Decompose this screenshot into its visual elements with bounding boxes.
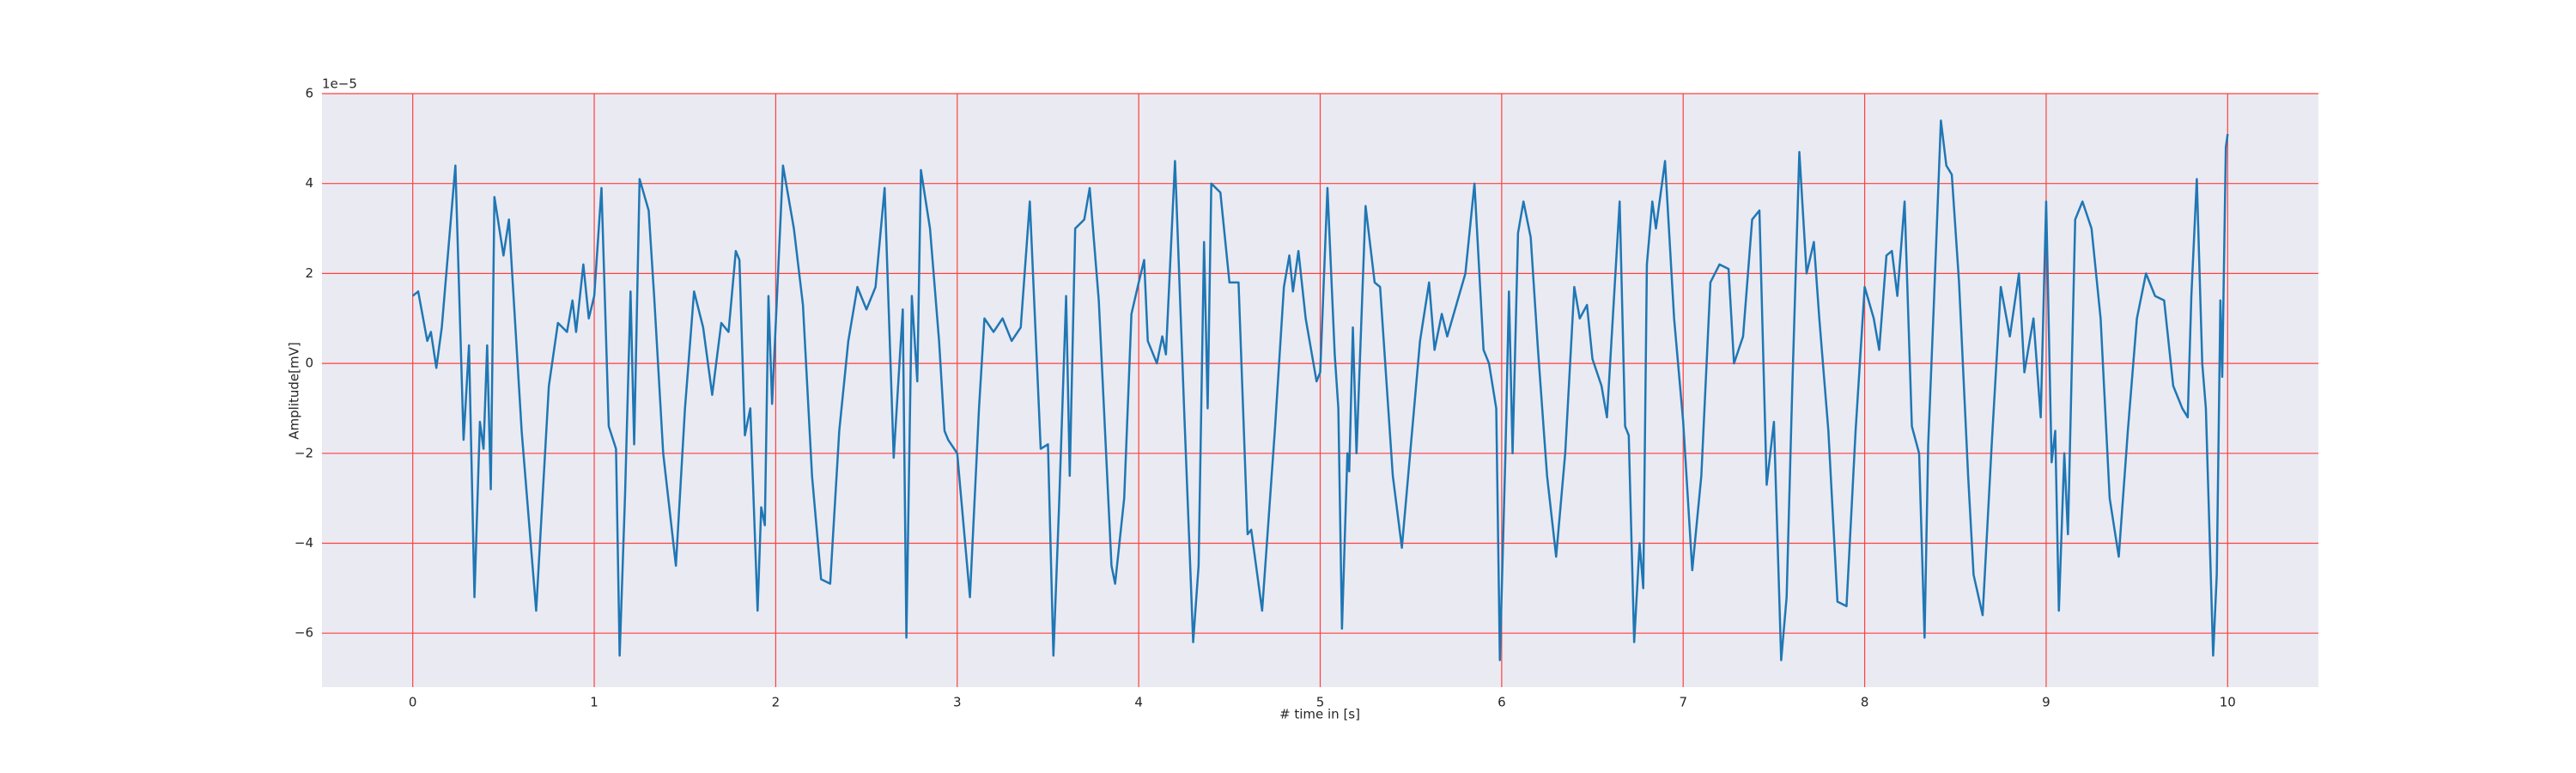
- y-tick-label: 4: [305, 175, 313, 191]
- x-tick-label: 8: [1861, 695, 1869, 710]
- y-axis-label: Amplitude[mV]: [287, 342, 302, 439]
- y-tick-label: −6: [295, 625, 313, 641]
- x-tick-label: 6: [1498, 695, 1506, 710]
- x-tick-label: 5: [1316, 695, 1325, 710]
- x-tick-label: 0: [409, 695, 417, 710]
- x-tick-label: 4: [1134, 695, 1143, 710]
- y-tick-label: −2: [295, 445, 313, 460]
- x-tick-label: 10: [2220, 695, 2236, 710]
- y-offset-text: 1e−5: [322, 76, 357, 92]
- x-tick-label: 9: [2042, 695, 2050, 710]
- y-tick-label: 2: [305, 265, 313, 281]
- y-tick-label: 0: [305, 356, 313, 371]
- x-tick-label: 7: [1679, 695, 1687, 710]
- y-tick-label: −4: [295, 535, 313, 551]
- x-tick-label: 2: [772, 695, 781, 710]
- x-tick-label: 3: [953, 695, 962, 710]
- y-tick-label: 6: [305, 86, 313, 101]
- x-axis-label: # time in [s]: [1279, 707, 1360, 722]
- x-tick-label: 1: [590, 695, 598, 710]
- signal-line: [411, 119, 2229, 661]
